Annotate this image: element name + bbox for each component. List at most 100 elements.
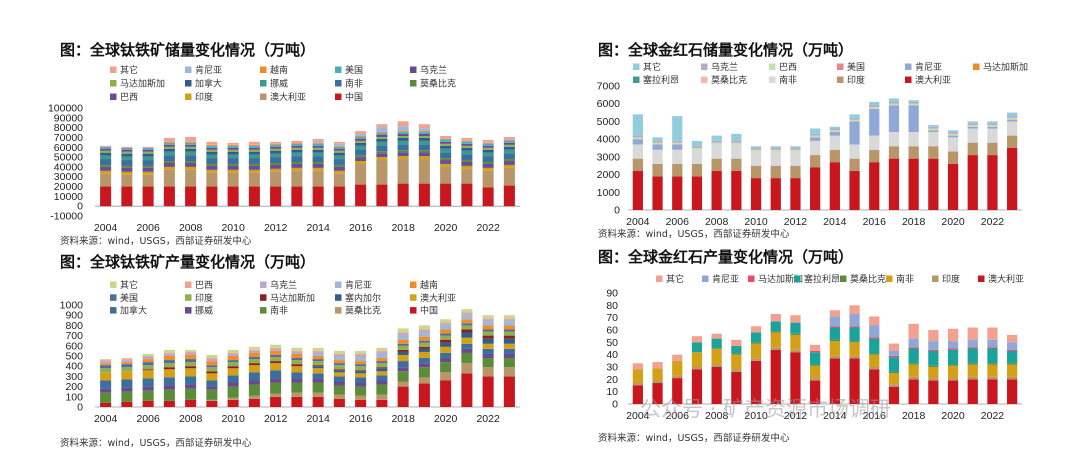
bar-segment xyxy=(312,368,324,374)
bar-segment xyxy=(163,141,175,143)
bar-segment xyxy=(967,348,978,364)
bar-segment xyxy=(461,315,473,320)
bar-segment xyxy=(333,148,345,151)
bar-segment xyxy=(333,372,345,377)
bar-segment xyxy=(632,363,643,370)
legend-label: 南非 xyxy=(345,78,363,90)
legend-swatch xyxy=(410,66,417,73)
bar-segment xyxy=(227,349,239,353)
bar-segment xyxy=(711,171,722,210)
x-tick-label: 2018 xyxy=(902,410,926,422)
legend-swatch xyxy=(335,281,342,288)
bar-segment xyxy=(731,353,742,355)
bar-segment xyxy=(731,354,742,370)
bar-segment xyxy=(333,186,345,207)
bar-segment xyxy=(185,142,197,145)
bar-segment xyxy=(121,171,133,175)
bar-segment xyxy=(270,144,282,147)
bar-segment xyxy=(206,154,218,159)
bar-segment xyxy=(908,105,919,133)
bar-segment xyxy=(312,356,324,360)
x-tick-label: 2008 xyxy=(705,410,729,422)
bar-segment xyxy=(291,372,303,379)
bar-segment xyxy=(163,349,175,353)
legend-swatch xyxy=(260,281,267,288)
bar-segment xyxy=(711,135,722,141)
bar-segment xyxy=(312,396,324,407)
bar-segment xyxy=(248,384,260,396)
bar-segment xyxy=(691,176,703,210)
bar-segment xyxy=(672,176,683,210)
legend-label: 美国 xyxy=(847,61,865,73)
bar-segment xyxy=(440,323,452,326)
bar-segment xyxy=(947,378,959,381)
y-tick-label: 100000 xyxy=(48,103,83,115)
bar-segment xyxy=(206,141,218,145)
bar-segment xyxy=(908,379,919,404)
legend-label: 其它 xyxy=(666,273,684,285)
y-tick-label: 600 xyxy=(65,340,83,352)
bar-segment xyxy=(227,147,239,150)
bar-segment xyxy=(503,353,515,359)
bar-segment xyxy=(632,158,643,172)
bar-segment xyxy=(270,146,282,149)
legend-label: 南非 xyxy=(779,74,797,86)
bar-segment xyxy=(206,361,218,366)
legend-swatch xyxy=(633,63,640,70)
bar-segment xyxy=(503,161,515,165)
bar-segment xyxy=(100,392,112,403)
bar-segment xyxy=(1007,121,1018,136)
bar-segment xyxy=(418,135,430,138)
bar-segment xyxy=(652,368,663,381)
bar-segment xyxy=(947,163,959,210)
bar-segment xyxy=(397,367,409,372)
bar-segment xyxy=(503,138,515,140)
bar-segment xyxy=(397,144,409,151)
legend-swatch xyxy=(840,275,847,282)
bar-segment xyxy=(185,368,197,377)
bar-segment xyxy=(100,368,112,373)
bar-segment xyxy=(849,327,860,342)
bar-segment xyxy=(248,158,260,164)
bar-segment xyxy=(503,167,515,186)
bar-segment xyxy=(270,363,282,371)
bar-segment xyxy=(206,144,218,146)
bar-segment xyxy=(652,149,663,164)
bar-segment xyxy=(503,153,515,160)
bar-segment xyxy=(121,359,133,361)
bar-segment xyxy=(100,380,112,389)
bar-segment xyxy=(291,156,303,162)
legend-swatch xyxy=(633,76,640,83)
bar-segment xyxy=(142,357,154,360)
bar-segment xyxy=(397,339,409,344)
legend-label: 挪威 xyxy=(195,305,213,317)
bar-segment xyxy=(397,328,409,333)
bar-segment xyxy=(987,327,998,340)
bar-segment xyxy=(770,321,781,332)
y-tick-label: 10 xyxy=(606,386,618,398)
legend-swatch xyxy=(110,93,117,100)
bar-segment xyxy=(947,364,959,366)
bar-segment xyxy=(829,149,840,163)
bar-segment xyxy=(312,143,324,146)
bar-segment xyxy=(227,169,239,173)
bar-segment xyxy=(849,119,860,122)
bar-segment xyxy=(291,360,303,365)
bar-segment xyxy=(947,328,959,342)
chart-title: 图：全球钛铁矿产量变化情况（万吨） xyxy=(60,253,315,271)
bar-segment xyxy=(163,400,175,407)
bar-segment xyxy=(270,354,282,358)
bar-segment xyxy=(731,371,742,404)
bar-segment xyxy=(163,186,175,207)
bar-segment xyxy=(810,135,821,138)
bar-segment xyxy=(440,335,452,340)
legend-label: 加拿大 xyxy=(120,305,147,317)
bar-segment xyxy=(227,382,239,387)
bar-segment xyxy=(185,376,197,385)
bar-segment xyxy=(418,137,430,141)
bar-segment xyxy=(888,158,900,210)
bar-segment xyxy=(869,337,880,339)
bar-segment xyxy=(355,138,367,141)
bar-segment xyxy=(227,399,239,407)
bar-segment xyxy=(333,155,345,160)
